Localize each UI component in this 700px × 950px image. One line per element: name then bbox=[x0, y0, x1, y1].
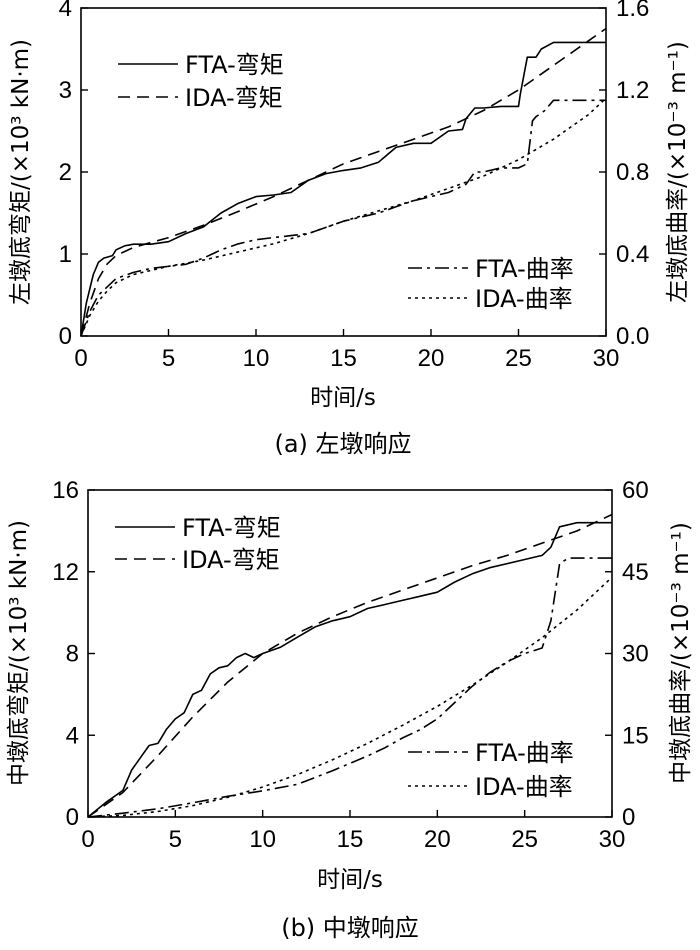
x-tick-label: 20 bbox=[424, 826, 451, 853]
x-tick-label: 25 bbox=[511, 826, 538, 853]
series-line-FTA-弯矩 bbox=[80, 41, 606, 337]
y-right-tick-label: 45 bbox=[622, 559, 649, 586]
y-right-tick-label: 60 bbox=[622, 477, 649, 504]
panel-a-caption: (a) 左墩响应 bbox=[274, 430, 411, 458]
panel-b-left-y-axis-title: 中墩底弯矩/(×10³ kN·m) bbox=[6, 520, 32, 786]
panel-b-legend-upper: FTA-弯矩 IDA-弯矩 bbox=[115, 514, 281, 574]
panel-a: 0 5 10 15 20 25 30 0 1 2 3 4 0.0 0.4 0.8 1.2 1.6 FTA-弯… bbox=[8, 0, 691, 458]
series-line-FTA-曲率 bbox=[80, 99, 606, 337]
x-tick-label: 0 bbox=[74, 345, 87, 372]
y-left-tick-label: 4 bbox=[66, 722, 79, 749]
panel-b-x-axis-title: 时间/s bbox=[317, 867, 383, 893]
y-left-tick-label: 8 bbox=[66, 641, 79, 668]
y-left-tick-label: 3 bbox=[59, 77, 72, 104]
y-right-tick-label: 1.6 bbox=[616, 0, 649, 22]
x-tick-label: 30 bbox=[599, 826, 626, 853]
panel-b-right-y-ticks: 0 15 30 45 60 bbox=[605, 477, 649, 831]
panel-a-x-ticks: 0 5 10 15 20 25 30 bbox=[74, 329, 619, 372]
panel-b-series bbox=[87, 513, 613, 818]
series-line-IDA-弯矩 bbox=[87, 513, 613, 818]
legend-label-fta-moment: FTA-弯矩 bbox=[185, 51, 284, 79]
y-right-tick-label: 15 bbox=[622, 722, 649, 749]
x-tick-label: 25 bbox=[505, 345, 532, 372]
panel-a-legend-lower: FTA-曲率 IDA-曲率 bbox=[408, 255, 574, 313]
legend-label-ida-moment-b: IDA-弯矩 bbox=[182, 546, 280, 574]
panel-a-x-axis-title: 时间/s bbox=[310, 385, 376, 411]
panel-a-right-y-axis-title: 左墩底曲率/(×10⁻³ m⁻¹) bbox=[665, 41, 691, 303]
panel-b-caption: (b) 中墩响应 bbox=[281, 914, 419, 942]
x-tick-label: 0 bbox=[81, 826, 94, 853]
y-left-tick-label: 4 bbox=[59, 0, 72, 22]
panel-a-left-y-axis-title: 左墩底弯矩/(×10³ kN·m) bbox=[8, 39, 34, 305]
x-tick-label: 10 bbox=[243, 345, 270, 372]
series-line-FTA-弯矩 bbox=[87, 521, 612, 818]
panel-b-x-ticks: 0 5 10 15 20 25 30 bbox=[81, 810, 625, 853]
panel-a-left-y-ticks: 0 1 2 3 4 bbox=[59, 0, 88, 350]
legend-label-fta-curvature-b: FTA-曲率 bbox=[475, 739, 574, 767]
y-right-tick-label: 1.2 bbox=[616, 77, 649, 104]
y-right-tick-label: 0.4 bbox=[616, 241, 649, 268]
y-right-tick-label: 0 bbox=[622, 804, 635, 831]
series-line-IDA-弯矩 bbox=[80, 27, 607, 337]
panel-b-left-y-ticks: 0 4 8 12 16 bbox=[52, 477, 95, 831]
y-left-tick-label: 1 bbox=[59, 241, 72, 268]
x-tick-label: 5 bbox=[162, 345, 175, 372]
panel-b-right-y-axis-title: 中墩底曲率/(×10⁻³ m⁻¹) bbox=[668, 522, 694, 784]
x-tick-label: 15 bbox=[330, 345, 357, 372]
legend-label-fta-moment-b: FTA-弯矩 bbox=[182, 514, 281, 542]
legend-label-ida-curvature-b: IDA-曲率 bbox=[475, 773, 573, 801]
y-right-tick-label: 30 bbox=[622, 641, 649, 668]
x-tick-label: 20 bbox=[418, 345, 445, 372]
panel-a-series bbox=[80, 27, 607, 337]
panel-a-legend-upper: FTA-弯矩 IDA-弯矩 bbox=[118, 51, 284, 112]
panel-a-right-y-ticks: 0.0 0.4 0.8 1.2 1.6 bbox=[599, 0, 649, 350]
series-line-IDA-曲率 bbox=[80, 97, 607, 337]
x-tick-label: 30 bbox=[593, 345, 620, 372]
panel-b-legend-lower: FTA-曲率 IDA-曲率 bbox=[408, 739, 574, 801]
legend-label-ida-moment: IDA-弯矩 bbox=[185, 84, 283, 112]
y-left-tick-label: 2 bbox=[59, 159, 72, 186]
panel-b-plot-frame bbox=[87, 489, 613, 818]
x-tick-label: 10 bbox=[249, 826, 276, 853]
legend-label-ida-curvature: IDA-曲率 bbox=[475, 285, 573, 313]
panel-b: 0 5 10 15 20 25 30 0 4 8 12 16 0 15 30 45 60 FTA-弯矩 ID… bbox=[6, 477, 694, 942]
x-tick-label: 15 bbox=[337, 826, 364, 853]
y-right-tick-label: 0.8 bbox=[616, 159, 649, 186]
y-left-tick-label: 12 bbox=[52, 559, 79, 586]
y-left-tick-label: 16 bbox=[52, 477, 79, 504]
series-line-FTA-曲率 bbox=[87, 557, 612, 818]
legend-label-fta-curvature: FTA-曲率 bbox=[475, 255, 574, 283]
x-tick-label: 5 bbox=[169, 826, 182, 853]
y-left-tick-label: 0 bbox=[59, 323, 72, 350]
y-right-tick-label: 0.0 bbox=[616, 323, 649, 350]
y-left-tick-label: 0 bbox=[66, 804, 79, 831]
